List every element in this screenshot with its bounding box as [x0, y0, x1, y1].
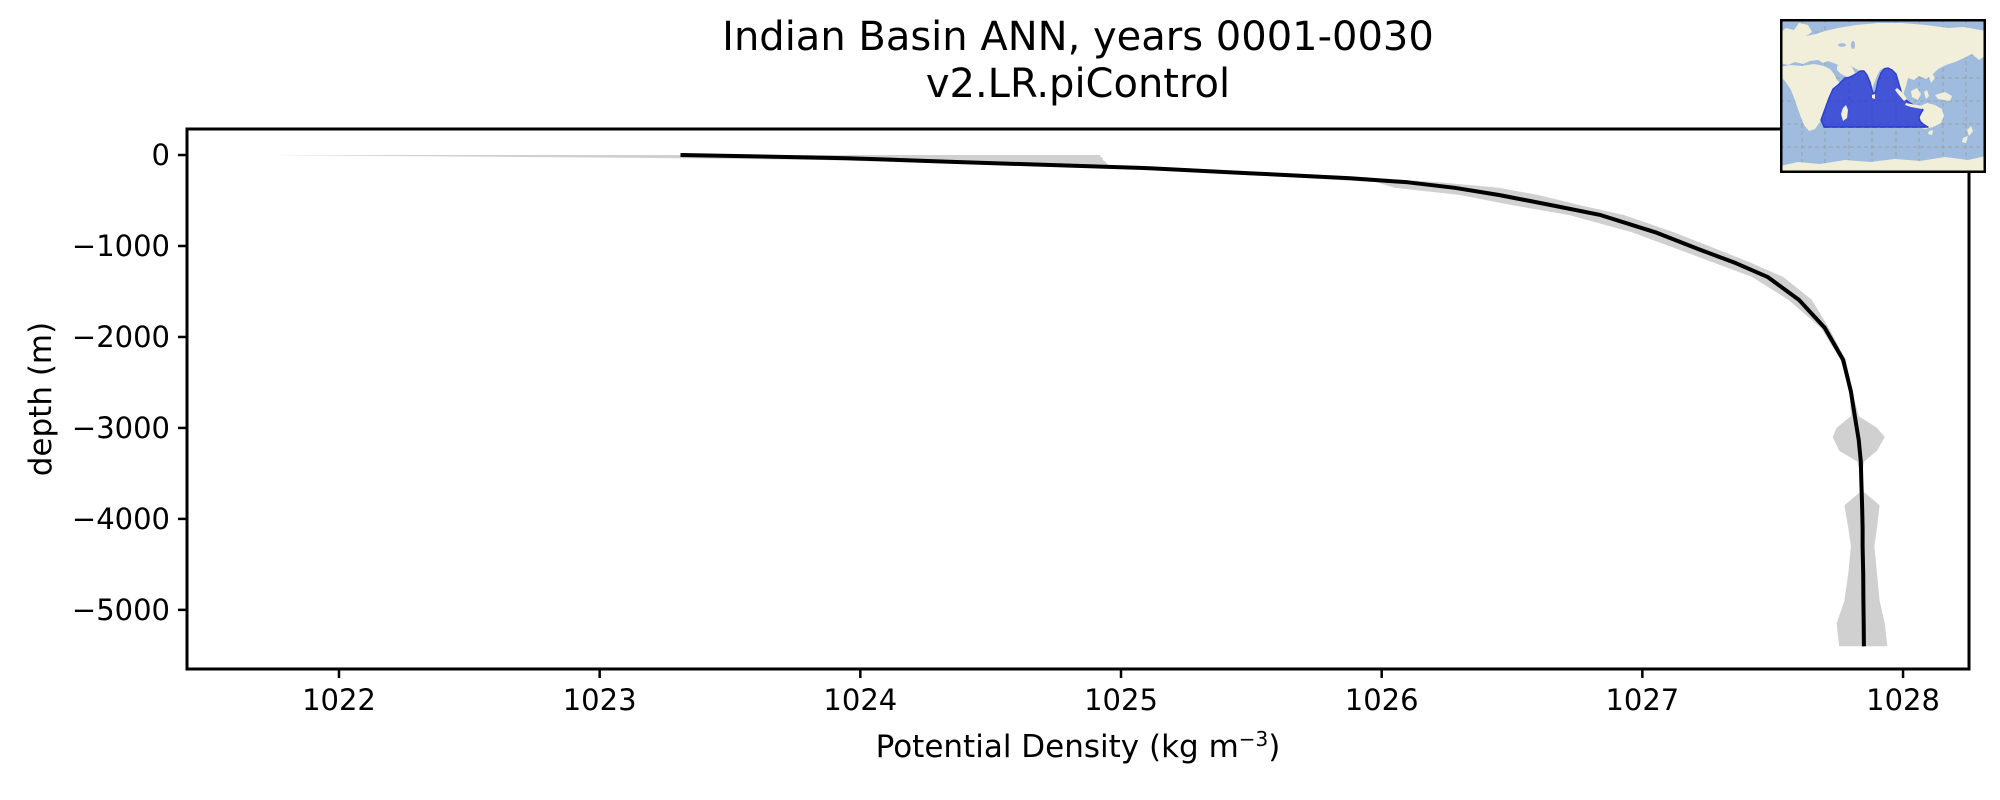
x-tick-label: 1023: [563, 683, 637, 717]
x-axis-ticks: 1022 1023 1024 1025 1026 1027 1028: [302, 669, 1940, 717]
plot-frame: [185, 127, 1971, 671]
y-axis-label: depth (m): [23, 321, 59, 477]
x-tick-label: 1022: [302, 683, 376, 717]
y-tick-label: −5000: [72, 593, 170, 627]
map-land-eurasia: [1780, 23, 1986, 95]
map-frame: [1780, 19, 1986, 173]
map-land-japan: [1957, 42, 1965, 54]
mean-density-line: [680, 153, 1866, 647]
y-tick-label: −1000: [72, 229, 170, 263]
map-caspian-sea: [1851, 41, 1855, 49]
map-land-antarctica: [1780, 156, 1986, 173]
y-tick-label: −4000: [72, 502, 170, 536]
map-land-philippines: [1929, 73, 1935, 83]
map-land-new-guinea: [1935, 92, 1952, 101]
map-land-africa: [1780, 64, 1840, 131]
y-axis-ticks: 0 −1000 −2000 −3000 −4000 −5000: [72, 138, 187, 627]
chart-title: Indian Basin ANN, years 0001-0030 v2.LR.…: [187, 14, 1969, 108]
x-axis-label-close: ): [1268, 729, 1281, 765]
map-land-britain: [1788, 32, 1793, 39]
map-inland-seas: [1838, 41, 1855, 49]
y-tick-label: 0: [152, 138, 170, 172]
map-land-sumatra: [1895, 88, 1907, 101]
map-land-sulawesi: [1924, 90, 1929, 99]
x-axis-label-text: Potential Density (kg m: [875, 729, 1239, 765]
y-tick-label: −2000: [72, 320, 170, 354]
chart-title-line2: v2.LR.piControl: [925, 61, 1231, 107]
map-land-java: [1905, 103, 1923, 109]
chart-title-line1: Indian Basin ANN, years 0001-0030: [722, 14, 1434, 60]
map-land-madagascar: [1841, 105, 1848, 121]
x-tick-label: 1025: [1084, 683, 1158, 717]
x-axis-label-exponent: −3: [1238, 727, 1269, 751]
map-land-borneo: [1911, 88, 1921, 100]
map-islands-in-region: [1841, 88, 1923, 121]
inset-map: [1780, 19, 1986, 173]
map-black-sea: [1838, 43, 1846, 47]
map-land-tasmania: [1928, 130, 1933, 135]
x-tick-label: 1024: [823, 683, 897, 717]
map-land-arabia: [1837, 63, 1855, 78]
x-axis-label: Potential Density (kg m−3): [187, 727, 1969, 765]
x-tick-label: 1028: [1866, 683, 1940, 717]
x-tick-label: 1027: [1605, 683, 1679, 717]
x-tick-label: 1026: [1345, 683, 1419, 717]
map-land-sri-lanka: [1872, 94, 1875, 99]
y-tick-label: −3000: [72, 411, 170, 445]
map-land-new-zealand: [1962, 126, 1973, 143]
